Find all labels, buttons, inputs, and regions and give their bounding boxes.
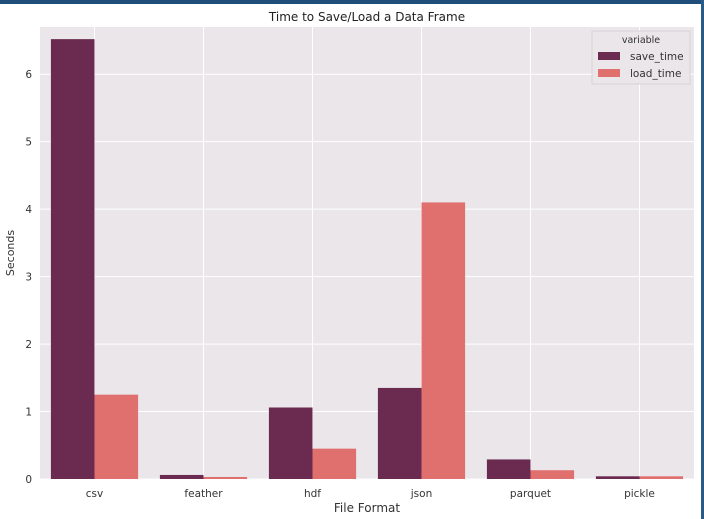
bar-load_time-feather: [203, 476, 248, 479]
bars: [50, 39, 684, 480]
window-right-border: [701, 0, 704, 519]
bar-save_time-json: [377, 387, 422, 479]
y-tick-labels: 0 1 2 3 4 5 6: [25, 69, 32, 486]
chart-title: Time to Save/Load a Data Frame: [268, 10, 465, 24]
y-tick-label: 1: [25, 407, 32, 419]
legend-label-save-time: save_time: [630, 51, 684, 63]
bar-save_time-pickle: [595, 476, 640, 479]
legend-label-load-time: load_time: [630, 68, 681, 80]
x-tick-label: json: [410, 488, 432, 500]
x-tick-label: csv: [86, 488, 103, 500]
legend: variable save_time load_time: [591, 30, 691, 85]
y-tick-label: 5: [25, 137, 32, 149]
bar-save_time-csv: [50, 39, 95, 480]
plot-background: [40, 27, 694, 479]
bar-save_time-parquet: [486, 459, 531, 479]
y-tick-label: 4: [25, 204, 32, 216]
x-tick-label: parquet: [510, 488, 551, 500]
bar-load_time-parquet: [530, 470, 575, 479]
y-axis-label: Seconds: [4, 230, 17, 276]
bar-load_time-hdf: [312, 448, 357, 479]
legend-title: variable: [622, 35, 660, 46]
bar-load_time-json: [421, 202, 466, 479]
x-tick-labels: csv feather hdf json parquet pickle: [86, 488, 655, 500]
bar-load_time-csv: [94, 394, 139, 479]
y-tick-label: 2: [25, 339, 32, 351]
x-tick-label: feather: [184, 488, 223, 500]
x-tick-label: hdf: [304, 488, 321, 500]
bar-save_time-hdf: [268, 407, 313, 479]
y-tick-label: 0: [25, 474, 32, 486]
bar-load_time-pickle: [639, 476, 684, 479]
legend-swatch-load-time: [598, 69, 620, 77]
bar-save_time-feather: [159, 474, 204, 479]
y-tick-label: 3: [25, 272, 32, 284]
x-tick-label: pickle: [624, 488, 655, 500]
window-top-border: [0, 0, 704, 4]
y-tick-label: 6: [25, 69, 32, 81]
legend-swatch-save-time: [598, 52, 620, 60]
x-axis-label: File Format: [334, 501, 400, 515]
